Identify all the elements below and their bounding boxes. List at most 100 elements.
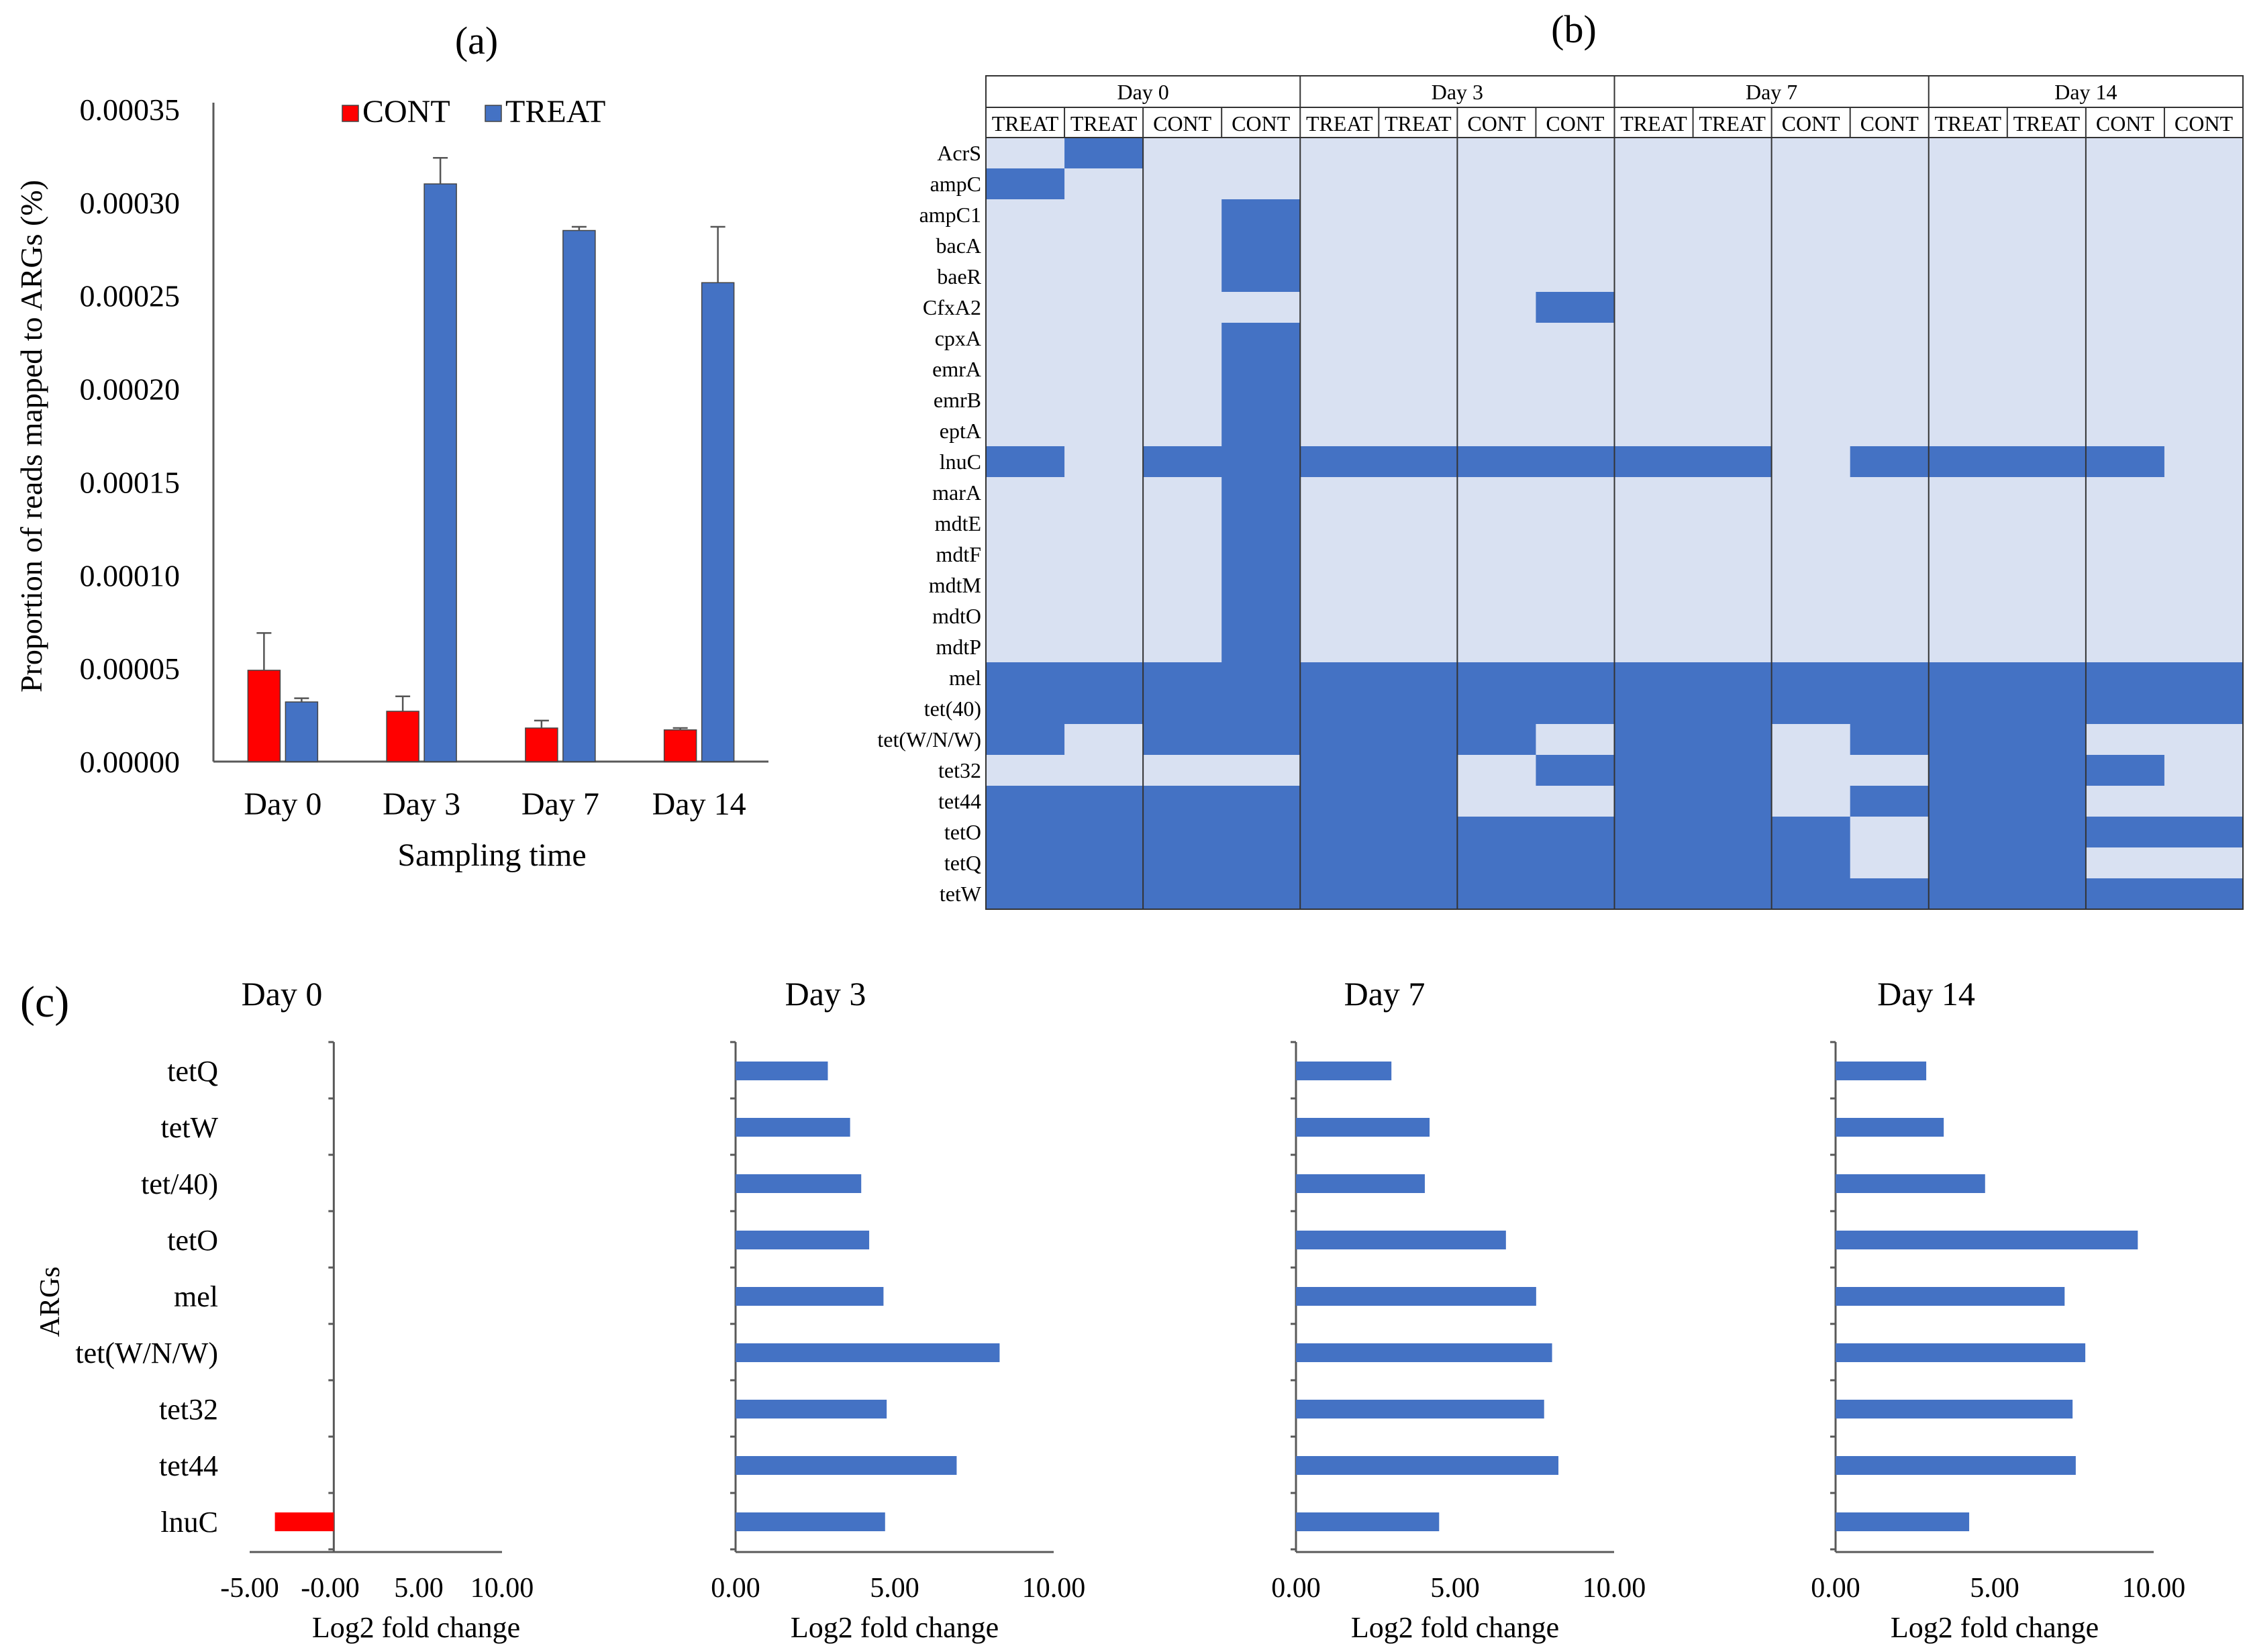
heatmap-cell — [1771, 847, 1851, 879]
heatmap-cell — [1928, 847, 2008, 879]
heatmap-cell — [1379, 384, 1458, 416]
heatmap-cell — [2085, 138, 2165, 169]
heatmap-cell — [2007, 539, 2087, 570]
heatmap-cell — [1221, 384, 1301, 416]
heatmap-cell — [1064, 817, 1144, 848]
heatmap-cell — [1536, 138, 1615, 169]
heatmap-column-label: TREAT — [1385, 111, 1452, 136]
heatmap-cell — [1457, 539, 1537, 570]
heatmap-cell — [1457, 724, 1537, 756]
x-tick-label: 5.00 — [1970, 1573, 2019, 1604]
heatmap-cell — [1379, 539, 1458, 570]
heatmap-cell — [986, 817, 1065, 848]
heatmap-cell — [1221, 847, 1301, 879]
heatmap-column-label: TREAT — [992, 111, 1059, 136]
heatmap-column-label: CONT — [1782, 111, 1841, 136]
heatmap-cell — [2085, 168, 2165, 200]
fold-change-bar — [736, 1174, 862, 1193]
heatmap-cell — [1457, 138, 1537, 169]
heatmap-cell — [1379, 477, 1458, 509]
heatmap-row-label: tet(W/N/W) — [877, 727, 981, 752]
heatmap-cell — [986, 601, 1065, 632]
heatmap-cell — [1850, 847, 1930, 879]
heatmap-cell — [1064, 354, 1144, 385]
heatmap-cell — [2164, 384, 2244, 416]
heatmap-cell — [1143, 847, 1222, 879]
heatmap-group-label: Day 7 — [1746, 80, 1797, 104]
heatmap-cell — [986, 446, 1065, 478]
heatmap-cell — [1850, 662, 1930, 694]
heatmap-cell — [1693, 323, 1772, 354]
heatmap-cell — [1143, 755, 1222, 786]
heatmap-cell — [2085, 384, 2165, 416]
heatmap-column-label: TREAT — [1935, 111, 2002, 136]
heatmap-cell — [2007, 138, 2087, 169]
heatmap-row-label: mdtO — [932, 604, 981, 628]
heatmap-cell — [1771, 168, 1851, 200]
heatmap-cell — [1850, 755, 1930, 786]
heatmap-cell — [1143, 261, 1222, 293]
heatmap-cell — [1614, 786, 1694, 817]
heatmap-cell — [1221, 878, 1301, 910]
legend-swatch-treat — [485, 105, 502, 122]
heatmap-cell — [1064, 755, 1144, 786]
heatmap-cell — [2085, 755, 2165, 786]
heatmap-cell — [1771, 323, 1851, 354]
heatmap-cell — [1379, 724, 1458, 756]
heatmap-cell — [2085, 817, 2165, 848]
fold-change-bar — [1836, 1118, 1944, 1137]
heatmap-column-label: TREAT — [1070, 111, 1138, 136]
fold-change-bar — [1296, 1512, 1440, 1531]
x-tick-label: 10.00 — [1022, 1573, 1086, 1604]
heatmap-cell — [1928, 477, 2008, 509]
heatmap-cell — [2007, 199, 2087, 231]
heatmap-cell — [1143, 786, 1222, 817]
heatmap-cell — [1693, 230, 1772, 262]
heatmap-cell — [1850, 446, 1930, 478]
heatmap-cell — [1850, 878, 1930, 910]
heatmap-cell — [1536, 539, 1615, 570]
heatmap-cell — [1379, 230, 1458, 262]
heatmap-cell — [986, 786, 1065, 817]
fold-change-bar — [1296, 1231, 1506, 1249]
heatmap-cell — [2007, 384, 2087, 416]
heatmap-cell — [2164, 755, 2244, 786]
heatmap-cell — [1457, 446, 1537, 478]
panel-a-bar-chart: 0.00000 0.00005 0.00010 0.00015 0.00020 0.000… — [14, 93, 768, 873]
heatmap-cell — [1536, 446, 1615, 478]
fold-change-bar — [736, 1456, 957, 1475]
heatmap-cell — [1300, 354, 1379, 385]
heatmap-cell — [1143, 477, 1222, 509]
heatmap-cell — [2085, 601, 2165, 632]
heatmap-cell — [1143, 354, 1222, 385]
heatmap-cell — [1614, 570, 1694, 601]
category-label: tetO — [167, 1224, 218, 1257]
heatmap-cell — [1928, 786, 2008, 817]
y-tick-label: 0.00030 — [80, 186, 181, 220]
heatmap-cell — [2085, 631, 2165, 663]
heatmap-cell — [1614, 693, 1694, 725]
heatmap-cell — [1536, 415, 1615, 447]
fold-change-bar — [1296, 1174, 1425, 1193]
heatmap-cell — [2164, 693, 2244, 725]
y-axis-title: ARGs — [35, 1266, 66, 1337]
heatmap-cell — [1457, 199, 1537, 231]
heatmap-cell — [2007, 601, 2087, 632]
heatmap-cell — [1457, 477, 1537, 509]
heatmap-row-label: CfxA2 — [923, 295, 981, 319]
heatmap-cell — [1928, 570, 2008, 601]
heatmap-cell — [1850, 477, 1930, 509]
heatmap-cell — [1221, 601, 1301, 632]
heatmap-cell — [1614, 446, 1694, 478]
heatmap-cell — [1850, 261, 1930, 293]
heatmap-cell — [1379, 508, 1458, 539]
heatmap-cell — [1457, 693, 1537, 725]
heatmap-cell — [1064, 261, 1144, 293]
heatmap-row-label: tet(40) — [924, 696, 981, 721]
heatmap-cell — [1693, 878, 1772, 910]
heatmap-column-label: CONT — [1467, 111, 1526, 136]
heatmap-cell — [2085, 199, 2165, 231]
heatmap-cell — [1536, 199, 1615, 231]
heatmap-cell — [1693, 662, 1772, 694]
